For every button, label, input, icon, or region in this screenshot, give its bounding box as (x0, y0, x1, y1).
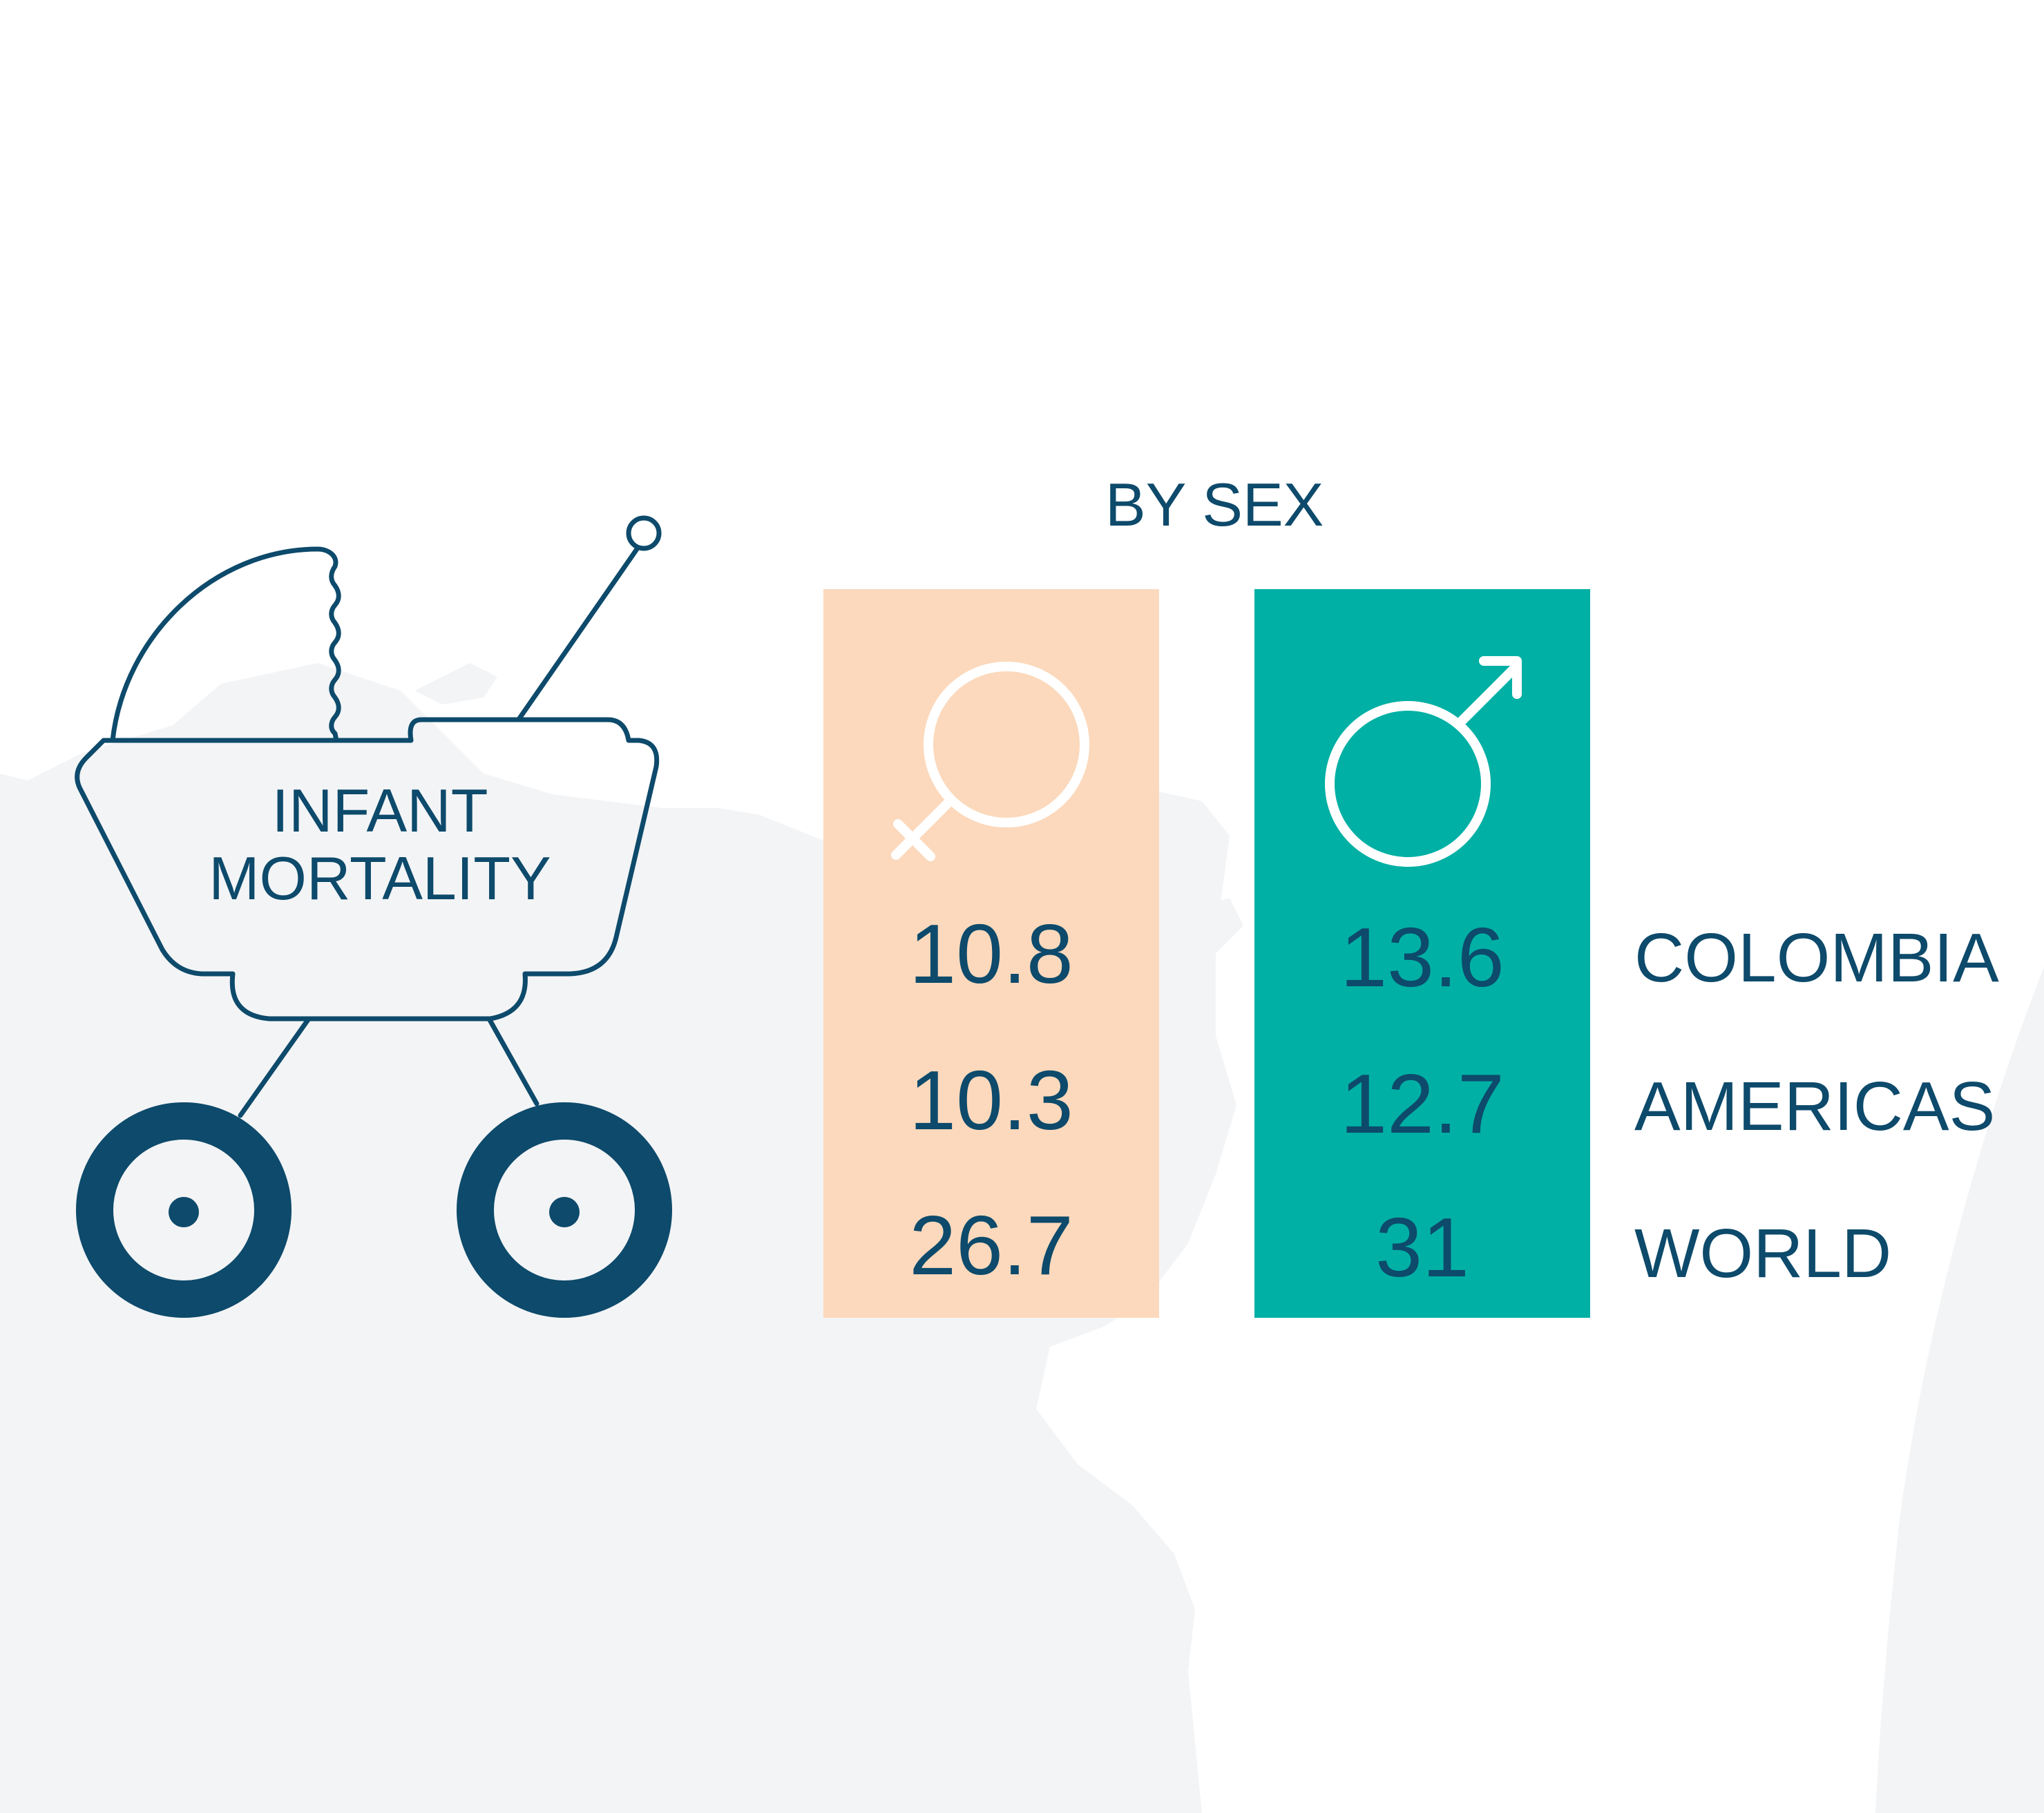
region-label-americas: AMERICAS (1634, 1068, 1996, 1145)
male-value-colombia: 13.6 (1340, 910, 1505, 1004)
female-symbol-icon (891, 662, 1089, 861)
male-panel: 13.6 12.7 31 (1254, 589, 1590, 1318)
female-panel: 10.8 10.3 26.7 (823, 589, 1159, 1318)
region-label-world: WORLD (1634, 1215, 1892, 1292)
male-value-world: 31 (1375, 1200, 1469, 1294)
region-label-colombia: COLOMBIA (1634, 919, 1999, 997)
infant-mortality-title: INFANT MORTALITY (209, 776, 551, 912)
female-value-colombia: 10.8 (909, 907, 1073, 1001)
by-sex-subtitle: BY SEX (1105, 470, 1324, 539)
male-value-americas: 12.7 (1340, 1057, 1505, 1151)
female-value-americas: 10.3 (909, 1053, 1073, 1147)
female-value-world: 26.7 (909, 1198, 1073, 1292)
male-symbol-icon (1325, 656, 1522, 867)
